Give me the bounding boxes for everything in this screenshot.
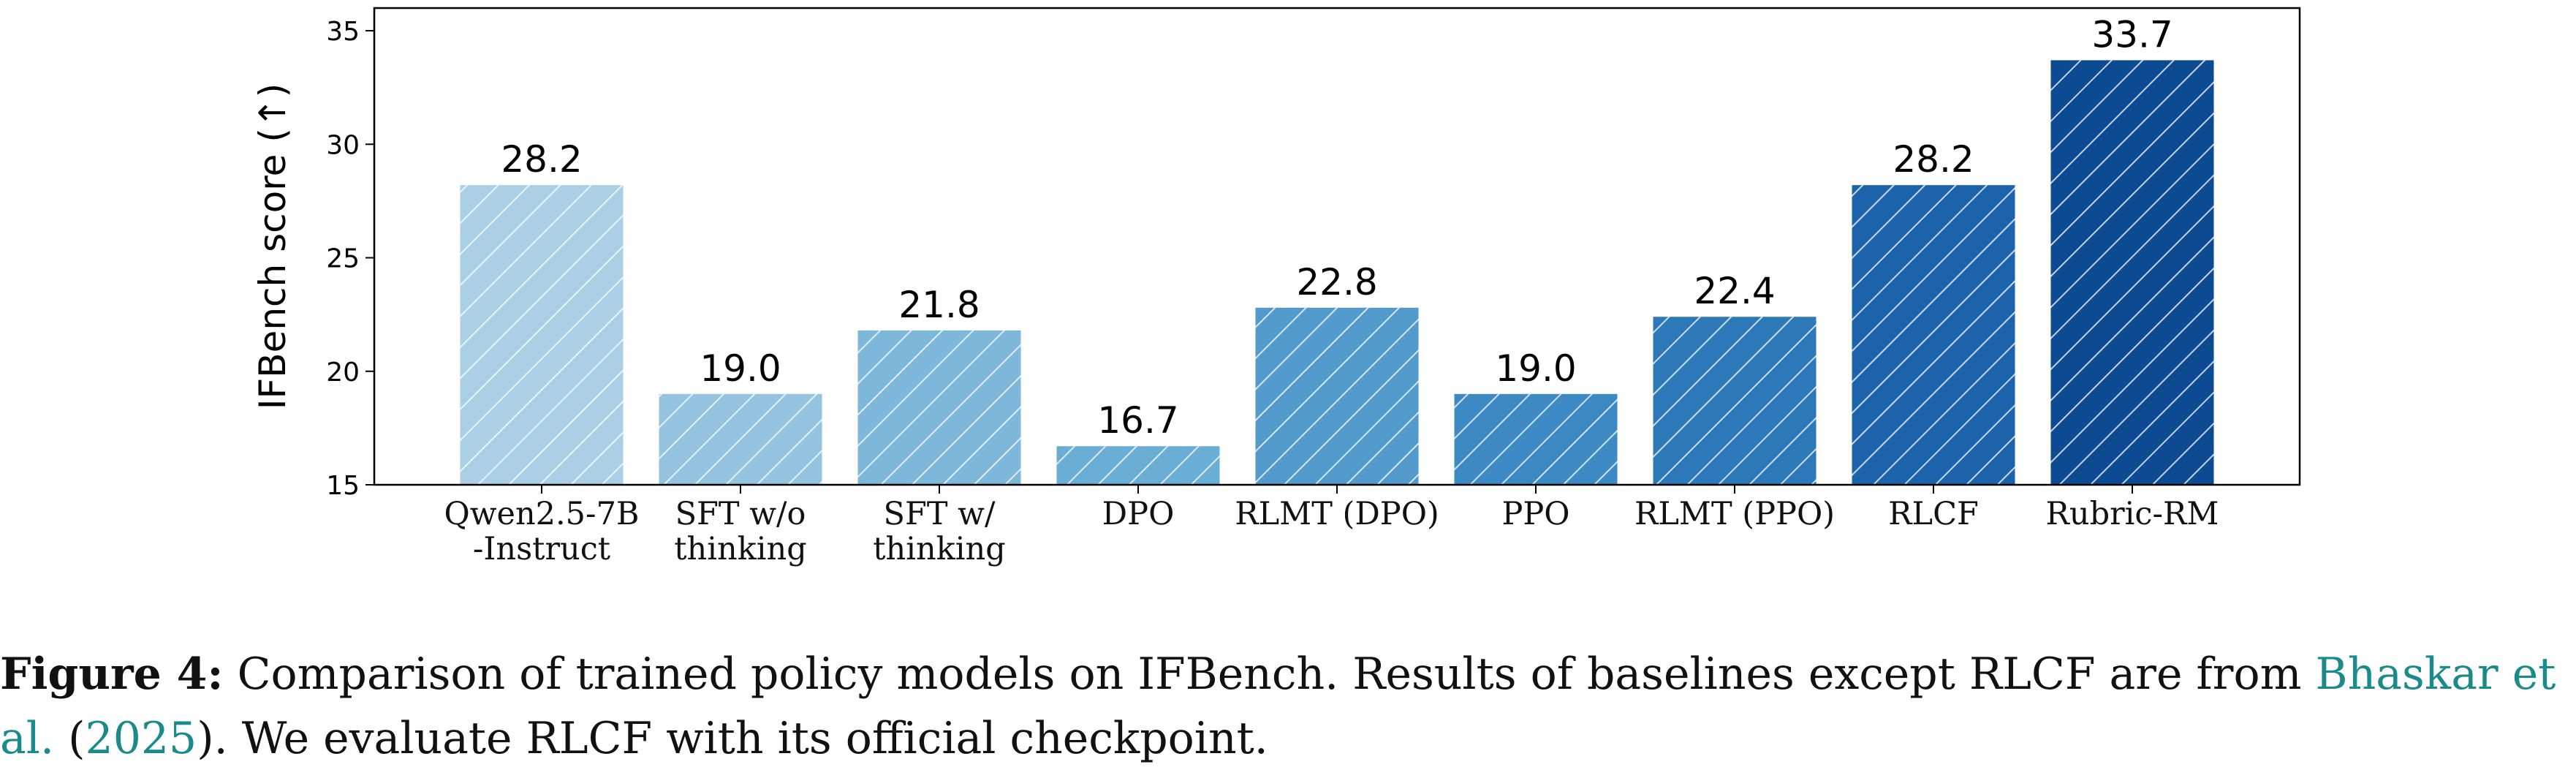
y-tick-label: 30 <box>326 130 360 160</box>
value-label: 33.7 <box>2091 13 2172 56</box>
x-tick-label: SFT w/o thinking <box>674 496 807 567</box>
bar-hatch <box>1852 185 2015 485</box>
value-label: 28.2 <box>1893 138 1974 181</box>
caption-text: ( <box>54 713 86 764</box>
caption-text: ). We evaluate RLCF with its official ch… <box>197 713 1268 764</box>
x-tick-label: DPO <box>1102 496 1175 532</box>
citation-link[interactable]: Bhaskar et al. <box>0 649 2556 764</box>
bar-hatch <box>1653 317 1817 485</box>
y-tick-label: 20 <box>326 358 360 388</box>
bar-hatch <box>1454 393 1618 485</box>
caption-label: Figure 4: <box>0 649 224 700</box>
citation-link[interactable]: 2025 <box>85 713 197 764</box>
x-tick-label: Qwen2.5-7B -Instruct <box>444 496 640 567</box>
bar-hatch <box>857 330 1021 485</box>
bar-hatch <box>659 393 822 485</box>
bar-hatch <box>2050 60 2214 485</box>
x-tick-label: RLCF <box>1888 496 1979 532</box>
chart: IFBench score (↑) 15 20 25 30 35 28.2 19.0 21.8… <box>251 7 2301 501</box>
x-tick-label: Rubric-RM <box>2045 496 2219 532</box>
value-label: 28.2 <box>501 138 582 181</box>
plot-frame <box>373 7 2301 486</box>
caption-text: Comparison of trained policy models on I… <box>237 649 2316 700</box>
value-label: 21.8 <box>898 284 980 326</box>
value-label: 16.7 <box>1097 399 1178 442</box>
y-axis-label: IFBench score (↑) <box>251 83 294 409</box>
value-label: 22.8 <box>1296 261 1377 303</box>
value-label: 22.4 <box>1694 270 1775 312</box>
x-tick-label: RLMT (PPO) <box>1634 496 1835 532</box>
bar-hatch <box>1056 446 1220 485</box>
caption: Figure 4: Comparison of trained policy m… <box>0 642 2576 771</box>
y-tick-label: 15 <box>326 471 360 501</box>
value-label: 19.0 <box>1495 347 1576 390</box>
bar-hatch <box>1255 307 1419 485</box>
value-label: 19.0 <box>700 347 781 390</box>
x-tick-label: RLMT (DPO) <box>1235 496 1439 532</box>
x-tick-label: PPO <box>1501 496 1570 532</box>
bar-hatch <box>460 185 624 485</box>
y-tick-label: 35 <box>326 17 360 47</box>
x-tick-label: SFT w/ thinking <box>873 496 1006 567</box>
y-tick-label: 25 <box>326 244 360 274</box>
